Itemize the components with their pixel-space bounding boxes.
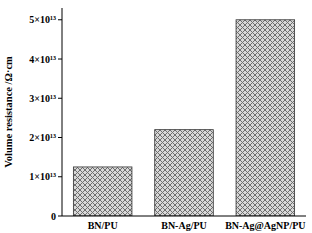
y-tick-label: 4×10¹³ xyxy=(29,54,56,65)
y-tick-label: 2×10¹³ xyxy=(29,132,56,143)
y-tick xyxy=(58,216,62,217)
bar xyxy=(155,130,214,216)
y-tick xyxy=(58,59,62,60)
y-tick-label: 5×10¹³ xyxy=(29,14,56,25)
bar xyxy=(236,20,295,216)
y-tick-label: 3×10¹³ xyxy=(29,93,56,104)
y-tick-label: 1×10¹³ xyxy=(29,171,56,182)
x-axis xyxy=(62,216,306,217)
y-axis xyxy=(62,8,63,216)
x-tick-label: BN-Ag/PU xyxy=(161,220,207,231)
chart-svg: 0 1×10¹³ 2×10¹³ 3×10¹³ 4×10¹³ 5×10¹³ BN/PU BN-A… xyxy=(0,0,312,233)
x-tick-label: BN/PU xyxy=(88,220,118,231)
chart-root: 0 1×10¹³ 2×10¹³ 3×10¹³ 4×10¹³ 5×10¹³ BN/PU BN-A… xyxy=(0,0,312,233)
y-tick xyxy=(58,176,62,177)
y-tick-label: 0 xyxy=(51,211,56,222)
x-tick-label: BN-Ag@AgNP/PU xyxy=(225,220,305,231)
y-axis-label: Volume resistance /Ω·cm xyxy=(3,56,14,168)
y-tick xyxy=(58,98,62,99)
bars xyxy=(73,20,294,216)
y-tick xyxy=(58,19,62,20)
bar xyxy=(73,167,132,216)
y-tick xyxy=(58,137,62,138)
